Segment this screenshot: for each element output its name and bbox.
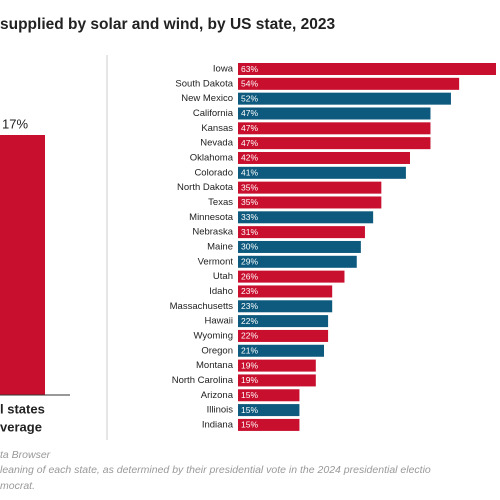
value-label: 15% [241, 405, 258, 415]
value-label: 42% [241, 153, 258, 163]
bar [238, 166, 406, 179]
footer-line: leaning of each state, as determined by … [0, 464, 431, 476]
chart-title: supplied by solar and wind, by US state,… [0, 16, 335, 33]
value-label: 15% [241, 420, 258, 430]
value-label: 63% [241, 64, 258, 74]
category-label: Oklahoma [190, 152, 234, 163]
value-label: 30% [241, 242, 258, 252]
bar [238, 77, 460, 90]
bar [238, 315, 329, 328]
bar [238, 181, 382, 194]
category-label: North Carolina [172, 375, 234, 386]
value-label: 47% [241, 123, 258, 133]
bar [238, 151, 410, 164]
category-label: verage [0, 419, 42, 434]
value-label: 54% [241, 79, 258, 89]
bar [238, 63, 496, 75]
category-label: Utah [213, 271, 233, 282]
bar [238, 404, 300, 417]
value-label: 15% [241, 390, 258, 400]
bar [238, 374, 316, 387]
category-label: Colorado [194, 167, 233, 178]
value-label: 23% [241, 301, 258, 311]
bar [238, 270, 345, 283]
category-label: North Dakota [177, 182, 234, 193]
bar [238, 418, 300, 431]
category-label: Maine [207, 241, 233, 252]
category-label: Arizona [201, 390, 234, 401]
bar [238, 211, 374, 224]
category-label: Illinois [207, 405, 234, 416]
value-label: 52% [241, 93, 258, 103]
category-label: Nebraska [192, 227, 233, 238]
category-label: Indiana [202, 419, 234, 430]
category-label: South Dakota [175, 78, 233, 89]
footer-line: mocrat. [0, 480, 35, 492]
value-label: 31% [241, 227, 258, 237]
bar [238, 255, 357, 268]
category-label: Idaho [209, 286, 233, 297]
bar [238, 300, 333, 313]
value-label: 33% [241, 212, 258, 222]
value-label: 22% [241, 331, 258, 341]
category-label: Montana [196, 360, 234, 371]
bar [238, 389, 300, 402]
bar [238, 285, 333, 298]
value-label: 19% [241, 360, 258, 370]
category-label: California [193, 108, 234, 119]
value-label: 47% [241, 108, 258, 118]
category-label: Vermont [198, 256, 234, 267]
bar [238, 359, 316, 372]
bar [238, 240, 361, 253]
category-label: Iowa [213, 64, 234, 75]
category-label: New Mexico [181, 93, 233, 104]
value-label: 35% [241, 182, 258, 192]
category-label: Texas [208, 197, 233, 208]
category-label: Wyoming [193, 330, 233, 341]
value-label: 23% [241, 286, 258, 296]
bar [238, 329, 329, 342]
value-label: 47% [241, 138, 258, 148]
value-label: 17% [2, 116, 28, 131]
value-label: 22% [241, 316, 258, 326]
footer-line: ta Browser [0, 449, 51, 461]
category-label: Hawaii [204, 316, 233, 327]
category-label: l states [0, 401, 45, 416]
category-label: Minnesota [189, 212, 234, 223]
value-label: 35% [241, 197, 258, 207]
value-label: 29% [241, 257, 258, 267]
value-label: 21% [241, 346, 258, 356]
bar [238, 196, 382, 209]
bar [238, 107, 431, 120]
bar [238, 226, 365, 239]
bar [238, 122, 431, 135]
bar [238, 344, 324, 357]
value-label: 19% [241, 375, 258, 385]
category-label: Oregon [201, 345, 233, 356]
bar [238, 92, 451, 105]
bar [238, 137, 431, 150]
category-label: Massachusetts [170, 301, 234, 312]
category-label: Kansas [201, 123, 233, 134]
value-label: 41% [241, 168, 258, 178]
bar [0, 135, 45, 395]
category-label: Nevada [200, 138, 233, 149]
value-label: 26% [241, 271, 258, 281]
